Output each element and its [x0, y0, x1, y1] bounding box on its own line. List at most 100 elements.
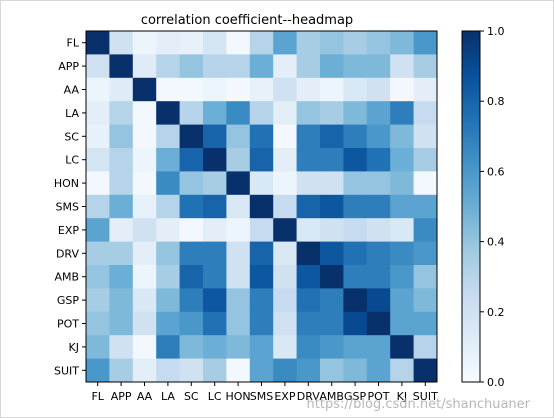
heatmap-cell: [413, 101, 438, 125]
heatmap-cell: [249, 218, 274, 242]
x-tick-label: DRV: [297, 390, 321, 403]
heatmap-cell: [86, 288, 110, 313]
heatmap-cell: [203, 77, 227, 102]
heatmap-cell: [249, 148, 274, 172]
heatmap-cell: [273, 124, 297, 149]
heatmap-cell: [109, 194, 134, 219]
heatmap-cell: [413, 241, 438, 266]
heatmap-cell: [296, 101, 321, 125]
heatmap-cell: [343, 194, 368, 219]
heatmap-cell: [273, 241, 297, 266]
heatmap-cell: [390, 77, 414, 102]
heatmap-cell: [413, 54, 438, 79]
heatmap-cell: [390, 148, 414, 172]
heatmap-cell: [86, 265, 110, 289]
heatmap-cell: [320, 241, 344, 266]
heatmap-cell: [249, 265, 274, 289]
colorbar-tick-label: 0.2: [487, 306, 505, 319]
heatmap-cell: [413, 335, 438, 359]
heatmap-cell: [249, 358, 274, 383]
heatmap-cell: [249, 241, 274, 266]
x-tick-labels: FL APP AA LA SC LC HON SMS EXP DRV AMB GSP POT KJ SUIT: [91, 382, 438, 403]
heatmap-cell: [156, 335, 180, 359]
heatmap-cell: [179, 311, 204, 336]
x-tick-label: LA: [161, 390, 175, 403]
heatmap-cell: [390, 358, 414, 383]
plot-frame: [85, 30, 438, 383]
heatmap-cell: [132, 288, 157, 313]
heatmap-cell: [366, 335, 391, 359]
heatmap-cell: [320, 77, 344, 102]
y-tick-label: GSP: [57, 294, 80, 307]
heatmap-cell: [86, 194, 110, 219]
heatmap-cell: [109, 358, 134, 383]
heatmap-cell: [413, 77, 438, 102]
heatmap-cell: [413, 358, 438, 383]
heatmap-cell: [109, 77, 134, 102]
y-tick-label: SUIT: [54, 364, 79, 377]
heatmap-cell: [273, 101, 297, 125]
heatmap-cell: [203, 171, 227, 196]
heatmap-cell: [203, 335, 227, 359]
heatmap-cell: [343, 265, 368, 289]
heatmap-cell: [132, 218, 157, 242]
heatmap-cell: [179, 148, 204, 172]
heatmap-cell: [203, 265, 227, 289]
heatmap-cell: [413, 288, 438, 313]
heatmap-cell: [296, 54, 321, 79]
heatmap-cell: [132, 124, 157, 149]
heatmap-cell: [156, 31, 180, 55]
heatmap-cell: [296, 31, 321, 55]
watermark-text: https://blog.csdn.net/shanchuaner: [306, 397, 530, 412]
heatmap-cell: [132, 54, 157, 79]
heatmap-cell: [226, 124, 251, 149]
heatmap-cell: [156, 54, 180, 79]
heatmap-cell: [109, 124, 134, 149]
heatmap-cell: [366, 31, 391, 55]
heatmap-cell: [132, 241, 157, 266]
heatmap-cell: [86, 311, 110, 336]
heatmap-cell: [156, 101, 180, 125]
heatmap-cell: [273, 311, 297, 336]
heatmap-cell: [273, 54, 297, 79]
heatmap-cell: [86, 148, 110, 172]
x-tick-label: FL: [91, 390, 104, 403]
heatmap-cell: [226, 311, 251, 336]
x-tick-label: LC: [208, 390, 222, 403]
heatmap-cell: [226, 358, 251, 383]
colorbar-tick-label: 1.0: [487, 25, 505, 38]
heatmap-cell: [179, 241, 204, 266]
heatmap-cell: [390, 241, 414, 266]
heatmap-cell: [366, 171, 391, 196]
heatmap-cell: [390, 54, 414, 79]
heatmap-cell: [273, 77, 297, 102]
heatmap-cell: [273, 288, 297, 313]
heatmap-cell: [296, 148, 321, 172]
heatmap-cell: [156, 194, 180, 219]
heatmap-cell: [203, 31, 227, 55]
heatmap-cell: [413, 194, 438, 219]
heatmap-cell: [273, 358, 297, 383]
heatmap-cell: [366, 311, 391, 336]
heatmap-cell: [413, 124, 438, 149]
colorbar-tick-label: 0.6: [487, 165, 505, 178]
heatmap-cell: [320, 358, 344, 383]
heatmap-cell: [203, 148, 227, 172]
heatmap-cell: [343, 124, 368, 149]
heatmap-cell: [343, 218, 368, 242]
heatmap-cell: [156, 148, 180, 172]
heatmap-cell: [320, 288, 344, 313]
heatmap-cell: [320, 194, 344, 219]
heatmap-cell: [179, 54, 204, 79]
heatmap-cell: [390, 124, 414, 149]
chart-title: correlation coefficient--headmap: [141, 13, 353, 28]
heatmap-cell: [179, 101, 204, 125]
x-tick-label: HON: [226, 390, 251, 403]
heatmap-cell: [249, 194, 274, 219]
x-tick-label: KJ: [397, 390, 407, 403]
heatmap-cell: [86, 31, 110, 55]
heatmap-cell: [366, 54, 391, 79]
heatmap-cell: [156, 288, 180, 313]
heatmap-cell: [109, 148, 134, 172]
heatmap-cell: [273, 194, 297, 219]
